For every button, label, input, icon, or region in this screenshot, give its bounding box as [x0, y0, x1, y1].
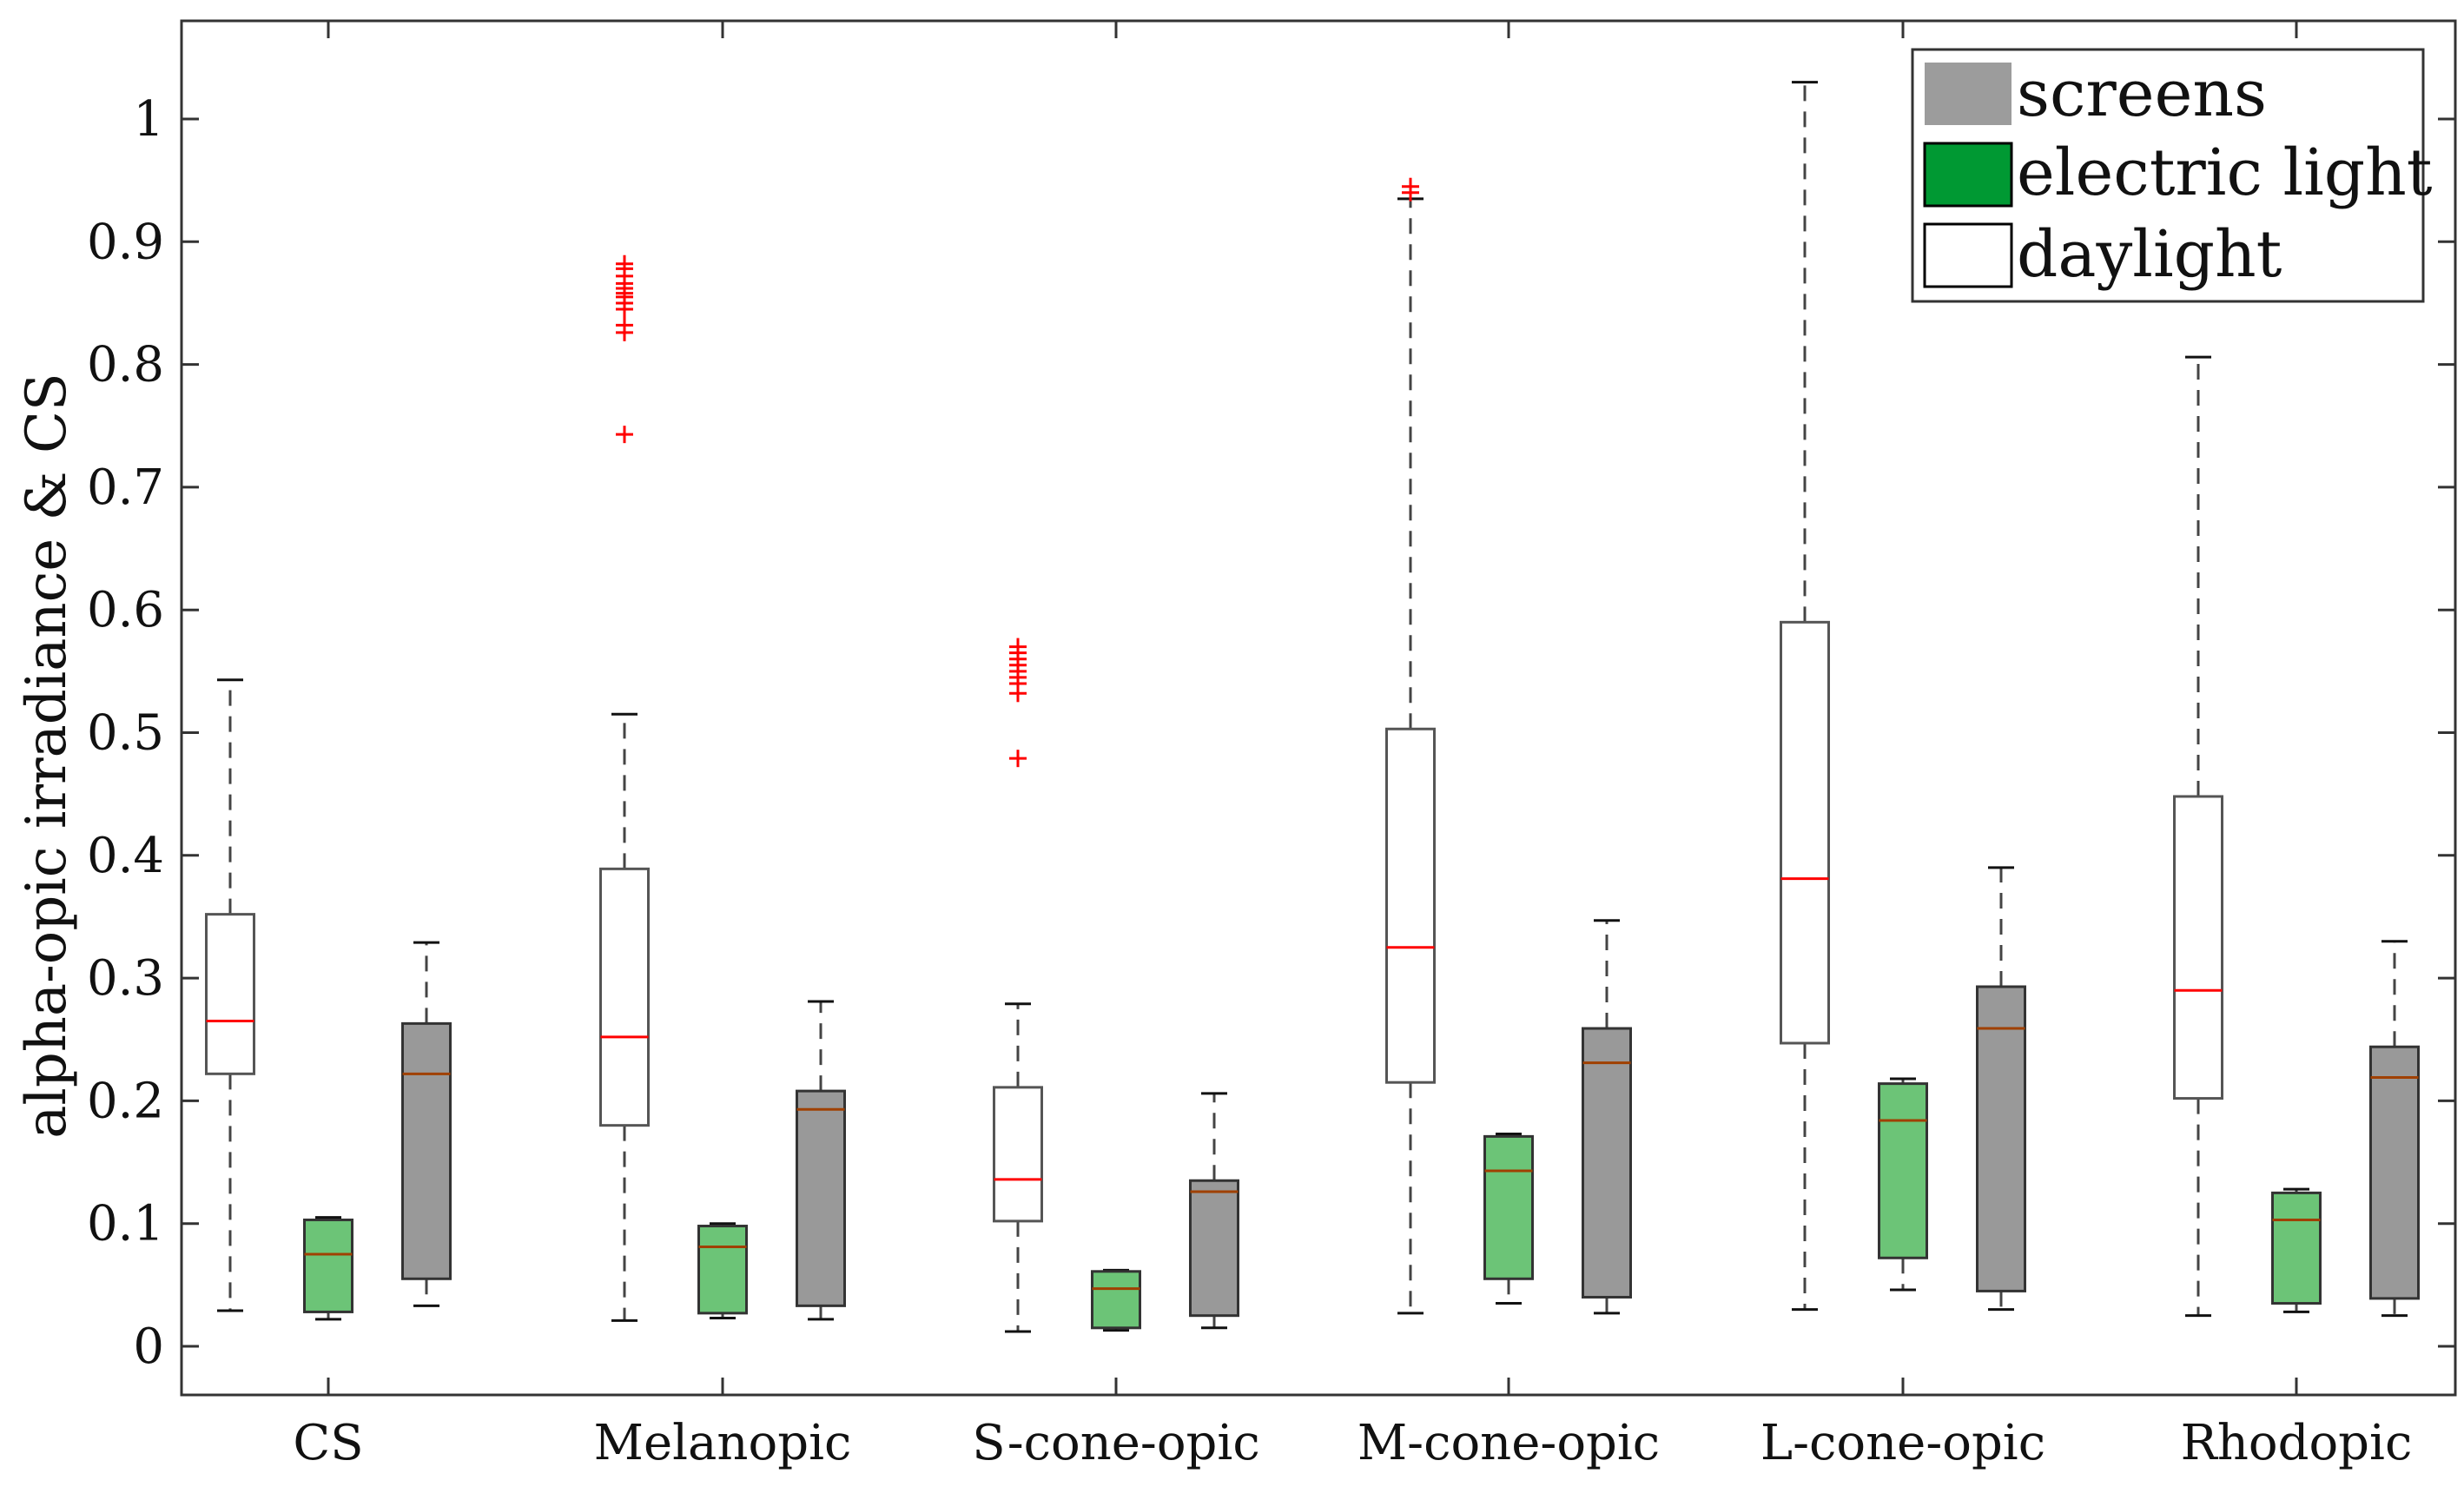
- box-body: [2271, 1191, 2322, 1305]
- x-tick-label: CS: [293, 1415, 363, 1471]
- box-electric-light: [2271, 1187, 2322, 1313]
- y-tick-label: 0.9: [87, 214, 164, 270]
- legend-label-daylight: daylight: [2017, 217, 2282, 292]
- y-tick-label: 0.8: [87, 337, 164, 393]
- box-body: [1385, 727, 1436, 1084]
- box-daylight: [993, 638, 1043, 1333]
- legend-swatch-daylight: [1923, 222, 2013, 288]
- box-body: [993, 1086, 1043, 1223]
- legend-swatch-screens: [1925, 63, 2011, 125]
- x-tick-label: M-cone-opic: [1358, 1415, 1660, 1471]
- box-body: [401, 1021, 452, 1280]
- box-body: [1483, 1134, 1534, 1280]
- box-electric-light: [1091, 1268, 1141, 1332]
- box-screens: [2369, 940, 2420, 1318]
- box-body: [697, 1225, 748, 1315]
- box-body: [2369, 1045, 2420, 1300]
- x-axis: CS Melanopic S-cone-opic M-cone-opic L-cone-…: [293, 21, 2412, 1471]
- box-body: [1091, 1270, 1141, 1330]
- y-tick-label: 0.6: [87, 582, 164, 638]
- box-body: [1582, 1027, 1632, 1299]
- box-daylight: [1385, 177, 1436, 1315]
- box-daylight: [205, 678, 255, 1312]
- box-body: [2173, 795, 2223, 1100]
- x-tick-label: Rhodopic: [2181, 1415, 2413, 1471]
- y-tick-label: 0: [133, 1318, 164, 1375]
- y-axis-title: alpha-opic irradiance & CS: [15, 373, 79, 1139]
- box-body: [205, 913, 255, 1075]
- legend-label-electric-light: electric light: [2017, 135, 2433, 210]
- box-body: [303, 1218, 353, 1313]
- box-screens: [1582, 919, 1632, 1315]
- box-screens: [401, 941, 452, 1307]
- y-tick-label: 0.1: [87, 1196, 164, 1252]
- box-daylight: [1780, 81, 1830, 1312]
- box-body: [1780, 620, 1830, 1045]
- y-tick-label: 0.7: [87, 459, 164, 516]
- box-screens: [1189, 1092, 1239, 1330]
- y-axis: 0 0.1 0.2 0.3 0.4 0.5 0.6 0.7 0.8 0.9 1: [87, 91, 2455, 1375]
- y-tick-label: 0.2: [87, 1073, 164, 1129]
- box-electric-light: [1483, 1133, 1534, 1305]
- box-daylight: [599, 254, 650, 1322]
- y-tick-label: 0.5: [87, 705, 164, 762]
- box-screens: [1976, 866, 2026, 1312]
- box-electric-light: [303, 1216, 353, 1321]
- y-tick-label: 0.3: [87, 950, 164, 1007]
- box-screens: [796, 1000, 846, 1321]
- legend: screens electric light daylight: [1911, 48, 2433, 303]
- legend-label-screens: screens: [2017, 56, 2267, 131]
- y-tick-label: 1: [133, 91, 164, 148]
- box-body: [599, 867, 650, 1127]
- x-tick-label: L-cone-opic: [1760, 1415, 2045, 1471]
- y-tick-label: 0.4: [87, 828, 164, 884]
- x-tick-label: S-cone-opic: [972, 1415, 1259, 1471]
- box-daylight: [2173, 355, 2223, 1318]
- box-body: [796, 1089, 846, 1307]
- box-electric-light: [1878, 1077, 1928, 1292]
- box-series: [205, 81, 2420, 1333]
- box-body: [1189, 1179, 1239, 1318]
- box-body: [1976, 985, 2026, 1292]
- legend-swatch-electric-light: [1923, 142, 2013, 208]
- box-body: [1878, 1082, 1928, 1259]
- box-electric-light: [697, 1222, 748, 1320]
- x-tick-label: Melanopic: [594, 1415, 852, 1471]
